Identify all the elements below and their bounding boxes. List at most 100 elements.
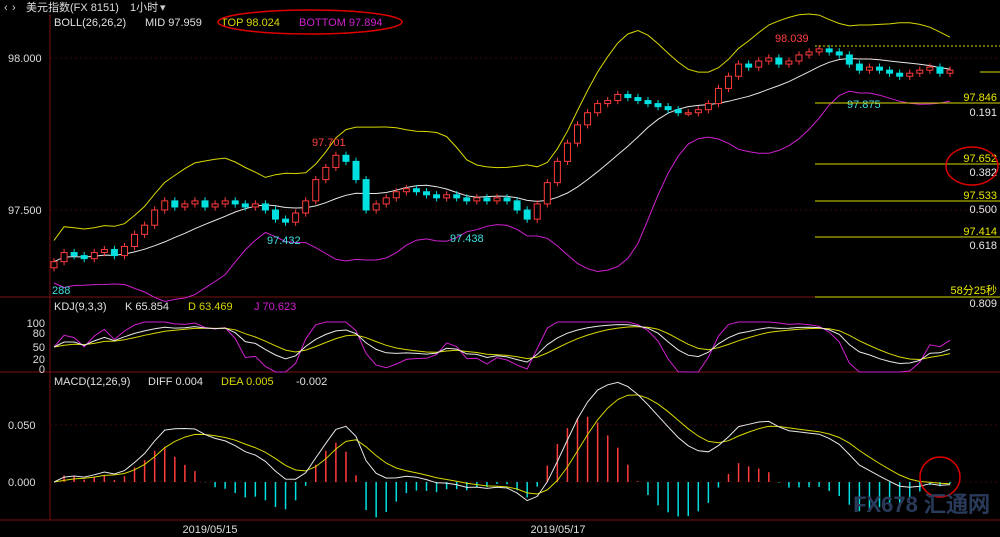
candle-body [896,72,904,77]
macd-diff: DIFF 0.004 [148,376,203,388]
macd-dea-line [53,394,951,495]
boll-label: BOLL(26,26,2) [54,17,126,29]
candle-body [533,203,541,220]
candle-body [725,75,733,89]
candlesticks [50,45,954,272]
candle-body [644,100,652,105]
candle-body [855,63,863,71]
boll-top: TOP 98.024 [221,17,280,29]
kdj-tick: 100 [27,318,45,330]
boll-top-line [53,13,951,241]
candle-body [60,252,68,263]
macd-tick: 0.050 [8,420,36,432]
candle-body [131,233,139,247]
candle-body [181,203,189,208]
candle-body [553,160,561,184]
candle-body [372,203,380,211]
candle-body [241,203,249,208]
candle-body [171,200,179,208]
annotation-high: 98.039 [775,33,809,45]
macd-dea: DEA 0.005 [221,376,274,388]
candle-body [876,66,884,71]
candle-body [120,245,128,257]
chevron-left-icon[interactable]: ‹ [4,2,8,14]
boll-bottom-line [53,90,951,303]
candle-body [70,252,78,257]
candle-body [503,197,511,202]
candle-body [443,194,451,199]
candle-body [261,203,269,211]
period-selector[interactable]: 1小时 [130,1,158,14]
boll-mid: MID 97.959 [145,17,202,29]
candle-body [191,200,199,205]
candle-body [775,57,783,65]
candle-body [362,179,370,211]
candle-body [453,194,461,199]
candle-body [473,197,481,202]
kdj-j-line [53,321,951,373]
fib-ratio: 0.809 [969,298,997,310]
annotation-start: 288 [52,285,70,297]
candle-body [916,69,924,74]
kdj-j: J 70.623 [254,301,296,313]
candle-body [221,200,229,205]
annotation-high: 97.701 [312,137,346,149]
boll-mid-line [53,57,951,263]
kdj-tick: 0 [39,364,45,376]
fib-price: 97.652 [963,153,997,165]
candle-body [614,93,622,102]
candle-body [342,154,350,162]
candle-body [714,87,722,105]
instrument-title: 美元指数(FX 8151) [26,0,119,14]
date-label: 2019/05/17 [530,524,585,536]
boll-bottom: BOTTOM 97.894 [299,17,383,29]
candle-body [433,194,441,199]
kdj-label: KDJ(9,3,3) [54,301,107,313]
annotation-low: 97.438 [450,233,484,245]
kdj-k-line [53,324,951,365]
kdj-lines [53,321,951,373]
candle-body [292,212,300,223]
kdj-header: KDJ(9,3,3) K 65.854 D 63.469 J 70.623 [54,301,296,313]
candle-body [845,54,853,65]
macd-diff-line [53,381,951,502]
boll-bands [53,13,951,303]
candle-body [634,97,642,102]
kdj-d: D 63.469 [188,301,233,313]
fib-price: 97.533 [963,190,997,202]
fib-price: 97.846 [963,92,997,104]
candle-body [835,51,843,56]
candle-body [946,69,954,74]
highlight-circle [945,146,999,186]
kdj-tick: 50 [33,342,45,354]
candle-body [151,209,159,226]
fib-ratio: 0.382 [969,167,997,179]
candle-body [322,166,330,181]
chevron-down-icon[interactable]: ▾ [160,2,166,14]
candle-body [926,66,934,71]
candle-body [412,188,420,193]
macd-hist: -0.002 [296,376,327,388]
candle-body [110,249,118,257]
candle-body [523,209,531,220]
candle-body [624,93,632,99]
candle-body [50,261,58,269]
candle-body [574,124,582,144]
candle-body [704,103,712,111]
candle-body [201,200,209,208]
candle-body [161,200,169,211]
candle-body [815,48,823,53]
candle-body [271,209,279,220]
highlight-circle [217,9,403,35]
chevron-right-icon[interactable]: › [12,2,16,14]
macd-lines [53,381,951,502]
price-tick: 98.000 [8,53,42,65]
candle-body [382,197,390,205]
candle-body [282,218,290,223]
fib-ratio: 0.618 [969,240,997,252]
fib-ratio: 0.500 [969,204,997,216]
candle-body [563,142,571,162]
candle-body [674,109,682,114]
fib-price: 58分25秒 [951,283,997,297]
